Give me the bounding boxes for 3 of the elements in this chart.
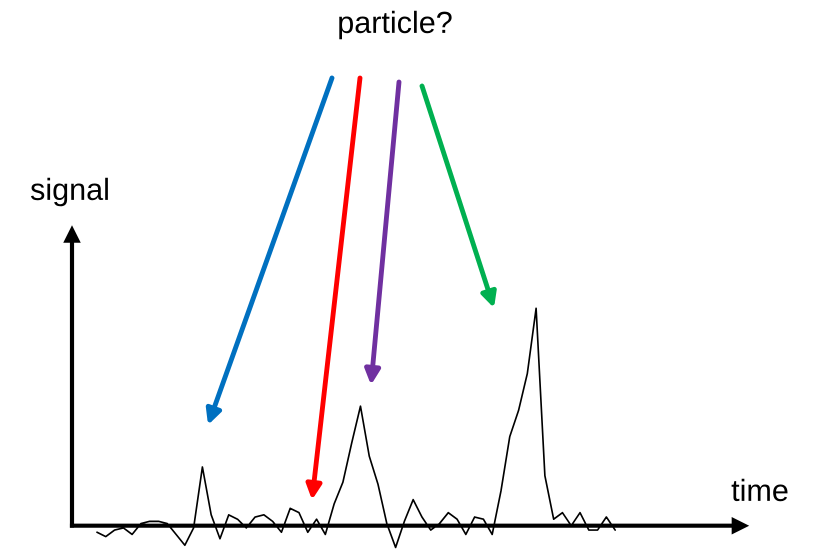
x-axis-title: time xyxy=(732,478,788,502)
chart-title: particle? xyxy=(339,10,452,40)
y-axis-title: signal xyxy=(30,178,108,206)
